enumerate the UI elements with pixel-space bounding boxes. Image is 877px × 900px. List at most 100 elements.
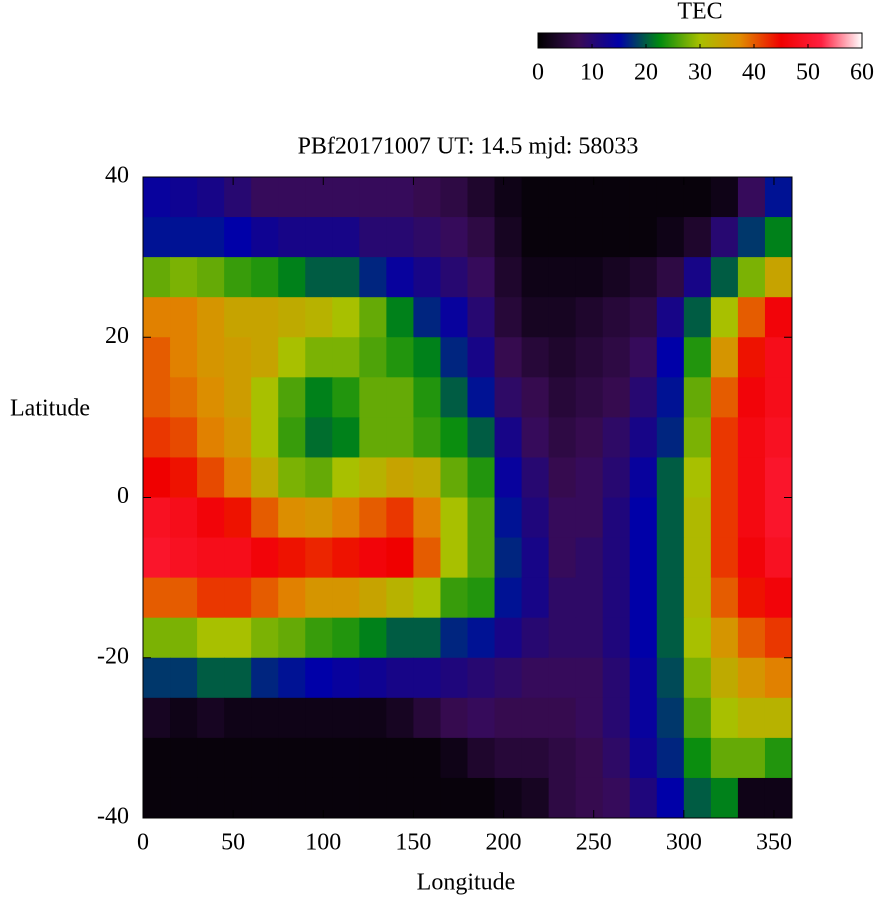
heatmap-cell: [656, 497, 685, 539]
heatmap-cell: [656, 337, 685, 378]
heatmap-cell: [548, 737, 577, 779]
heatmap-cell: [683, 257, 712, 298]
heatmap-cell: [602, 617, 631, 659]
heatmap-cell: [278, 217, 306, 258]
heatmap-cell: [764, 737, 793, 779]
heatmap-cell: [278, 177, 306, 218]
x-tick-label: 100: [305, 830, 341, 856]
heatmap-cell: [440, 177, 468, 218]
heatmap-cell: [413, 377, 441, 418]
heatmap-cell: [710, 257, 739, 298]
heatmap-cell: [440, 777, 468, 819]
heatmap-cell: [467, 297, 496, 338]
heatmap-cell: [602, 417, 631, 458]
heatmap-cell: [170, 377, 198, 418]
heatmap-cell: [737, 577, 766, 619]
heatmap-cell: [386, 577, 414, 619]
heatmap-cell: [656, 737, 685, 779]
heatmap-cell: [494, 337, 523, 378]
heatmap-cell: [251, 217, 279, 258]
heatmap-cell: [575, 377, 604, 418]
heatmap-cell: [683, 297, 712, 338]
y-tick-label: 40: [105, 163, 129, 189]
heatmap-cell: [764, 777, 793, 819]
heatmap-cell: [440, 737, 468, 779]
heatmap-cell: [494, 457, 523, 498]
heatmap-cell: [683, 657, 712, 699]
heatmap-cell: [278, 257, 306, 298]
heatmap-cell: [467, 537, 496, 579]
heatmap-cell: [224, 297, 252, 338]
heatmap-cell: [359, 537, 387, 579]
heatmap-cell: [197, 577, 225, 619]
heatmap-cell: [386, 497, 414, 539]
heatmap-cell: [764, 537, 793, 579]
heatmap-cell: [197, 497, 225, 539]
heatmap-cell: [143, 537, 171, 579]
heatmap-cell: [467, 737, 496, 779]
x-tick-label: 0: [137, 830, 149, 856]
heatmap-cell: [224, 697, 252, 739]
heatmap-cell: [278, 657, 306, 699]
heatmap-cell: [170, 297, 198, 338]
heatmap-cell: [764, 377, 793, 418]
heatmap-cell: [386, 457, 414, 498]
heatmap-cell: [521, 217, 550, 258]
x-tick-label: 200: [486, 830, 522, 856]
heatmap-cell: [332, 457, 360, 498]
heatmap-cell: [440, 217, 468, 258]
colorbar-tick-label: 10: [580, 60, 604, 86]
heatmap-cell: [683, 737, 712, 779]
heatmap-cell: [629, 377, 658, 418]
heatmap-cell: [737, 497, 766, 539]
heatmap-cell: [494, 377, 523, 418]
heatmap-cell: [683, 617, 712, 659]
heatmap-cell: [386, 177, 414, 218]
heatmap-cell: [656, 657, 685, 699]
heatmap-cell: [305, 257, 333, 298]
heatmap-cell: [602, 537, 631, 579]
heatmap-cell: [413, 177, 441, 218]
heatmap-cell: [764, 497, 793, 539]
heatmap-cell: [305, 577, 333, 619]
heatmap-cell: [359, 217, 387, 258]
heatmap-cell: [332, 777, 360, 819]
heatmap-cell: [737, 417, 766, 458]
heatmap-cell: [224, 457, 252, 498]
heatmap-cell: [710, 217, 739, 258]
heatmap-cell: [467, 777, 496, 819]
colorbar-tick-label: 30: [688, 60, 712, 86]
colorbar-tick-label: 20: [634, 60, 658, 86]
heatmap-cell: [737, 297, 766, 338]
heatmap-cell: [359, 337, 387, 378]
heatmap-cell: [224, 377, 252, 418]
heatmap-cell: [386, 777, 414, 819]
heatmap-cell: [278, 337, 306, 378]
heatmap-cell: [251, 257, 279, 298]
heatmap-cell: [764, 657, 793, 699]
heatmap-cell: [575, 777, 604, 819]
heatmap-cell: [251, 297, 279, 338]
heatmap-cell: [332, 497, 360, 539]
heatmap-cell: [548, 697, 577, 739]
heatmap-cell: [359, 577, 387, 619]
heatmap-cell: [170, 657, 198, 699]
heatmap-cell: [575, 217, 604, 258]
heatmap-cell: [413, 257, 441, 298]
heatmap-cell: [683, 417, 712, 458]
heatmap-cell: [440, 297, 468, 338]
heatmap-cell: [197, 297, 225, 338]
heatmap-cell: [764, 177, 793, 218]
heatmap-cell: [413, 697, 441, 739]
heatmap-cell: [224, 337, 252, 378]
y-axis-label: Latitude: [10, 396, 90, 422]
heatmap-cell: [629, 217, 658, 258]
heatmap-cell: [494, 617, 523, 659]
heatmap-cell: [332, 577, 360, 619]
heatmap-cell: [170, 217, 198, 258]
heatmap-cell: [170, 577, 198, 619]
heatmap-cell: [683, 777, 712, 819]
heatmap-cell: [305, 777, 333, 819]
heatmap-cell: [575, 417, 604, 458]
heatmap-cell: [737, 777, 766, 819]
